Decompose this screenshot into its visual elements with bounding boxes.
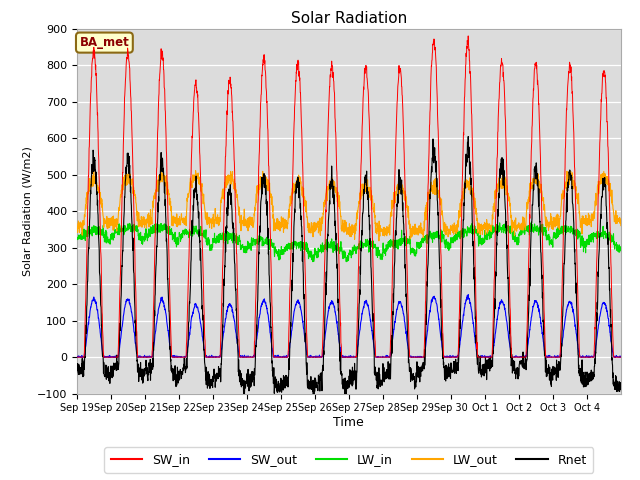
LW_in <box>527 219 535 225</box>
SW_in <box>513 354 520 360</box>
Text: BA_met: BA_met <box>79 36 129 49</box>
SW_out <box>73 354 81 360</box>
SW_in <box>465 33 472 39</box>
LW_out <box>127 181 135 187</box>
LW_out <box>245 223 253 229</box>
SW_out <box>381 354 389 360</box>
SW_out <box>465 292 472 298</box>
Rnet <box>381 376 389 382</box>
Line: LW_out: LW_out <box>77 170 621 241</box>
LW_out <box>544 220 552 226</box>
Rnet <box>465 133 472 139</box>
LW_in <box>127 224 135 229</box>
Y-axis label: Solar Radiation (W/m2): Solar Radiation (W/m2) <box>22 146 33 276</box>
SW_out <box>544 354 552 360</box>
SW_in <box>609 348 617 354</box>
SW_in <box>73 354 81 360</box>
SW_out <box>245 354 253 360</box>
LW_out <box>610 209 618 215</box>
LW_out <box>617 223 625 228</box>
LW_in <box>610 231 618 237</box>
LW_in <box>544 236 552 241</box>
Line: SW_in: SW_in <box>77 36 621 357</box>
X-axis label: Time: Time <box>333 416 364 429</box>
SW_out <box>73 354 81 360</box>
Rnet <box>127 200 135 205</box>
LW_in <box>617 247 625 253</box>
SW_out <box>610 353 618 359</box>
Line: Rnet: Rnet <box>77 136 621 403</box>
SW_out <box>127 309 135 315</box>
Legend: SW_in, SW_out, LW_in, LW_out, Rnet: SW_in, SW_out, LW_in, LW_out, Rnet <box>104 447 593 473</box>
LW_in <box>342 259 350 264</box>
LW_in <box>73 235 81 241</box>
Rnet <box>544 370 552 375</box>
LW_out <box>382 226 390 231</box>
SW_in <box>244 354 252 360</box>
Rnet <box>610 376 618 382</box>
LW_in <box>244 239 252 245</box>
Rnet <box>241 400 248 406</box>
Line: LW_in: LW_in <box>77 222 621 262</box>
Rnet <box>245 378 253 384</box>
LW_in <box>513 240 520 245</box>
LW_out <box>73 220 81 226</box>
SW_in <box>381 354 389 360</box>
Rnet <box>617 380 625 385</box>
Rnet <box>73 369 81 375</box>
LW_in <box>381 252 389 258</box>
SW_in <box>127 108 135 113</box>
LW_out <box>90 167 98 173</box>
SW_out <box>513 354 521 360</box>
SW_out <box>617 353 625 359</box>
Rnet <box>513 366 521 372</box>
Title: Solar Radiation: Solar Radiation <box>291 11 407 26</box>
Line: SW_out: SW_out <box>77 295 621 357</box>
LW_out <box>375 238 383 244</box>
SW_in <box>543 354 551 360</box>
LW_out <box>513 222 521 228</box>
SW_in <box>617 354 625 360</box>
